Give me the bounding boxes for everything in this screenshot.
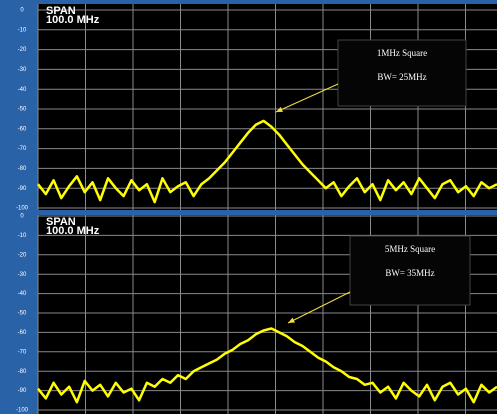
y-tick-label: -80 [18,369,27,375]
annotation-box [337,39,467,107]
y-tick-label: -90 [18,388,27,394]
y-tick-label: -100 [16,408,29,414]
annotation-box [349,235,471,306]
y-tick-label: 0 [20,214,24,220]
y-tick-label: -70 [18,349,27,355]
y-tick-label: -30 [18,67,27,73]
y-tick-label: 0 [20,8,24,14]
arrow-line [275,83,339,113]
y-tick-label: -20 [18,252,27,258]
y-tick-label: -10 [18,27,27,33]
y-tick-label: -40 [18,87,27,93]
arrow-head [288,317,295,323]
annotation-text: BW= 25MHz [377,72,426,82]
trace [37,119,497,204]
y-tick-label: -30 [18,272,27,278]
y-tick-label: -100 [16,206,29,212]
y-tick-label: -20 [18,47,27,53]
arrow-head [276,106,283,112]
y-tick-label: -40 [18,291,27,297]
y-tick-label: -50 [18,311,27,317]
annotation-text: BW= 35MHz [385,268,434,278]
y-tick-label: -60 [18,330,27,336]
y-tick-label: -90 [18,186,27,192]
arrow-line [287,291,351,324]
span-value: 100.0 MHz [46,14,100,26]
y-tick-label: -70 [18,146,27,152]
y-tick-label: -80 [18,166,27,172]
y-tick-label: -10 [18,233,27,239]
span-value: 100.0 MHz [46,225,100,237]
y-tick-label: -50 [18,107,27,113]
span-label: SPAN [46,5,76,17]
annotation-text: 5MHz Square [385,244,435,254]
plot-background [38,4,497,210]
trace [37,327,497,404]
y-tick-label: -60 [18,126,27,132]
annotation-text: 1MHz Square [377,48,427,58]
span-label: SPAN [46,216,76,228]
